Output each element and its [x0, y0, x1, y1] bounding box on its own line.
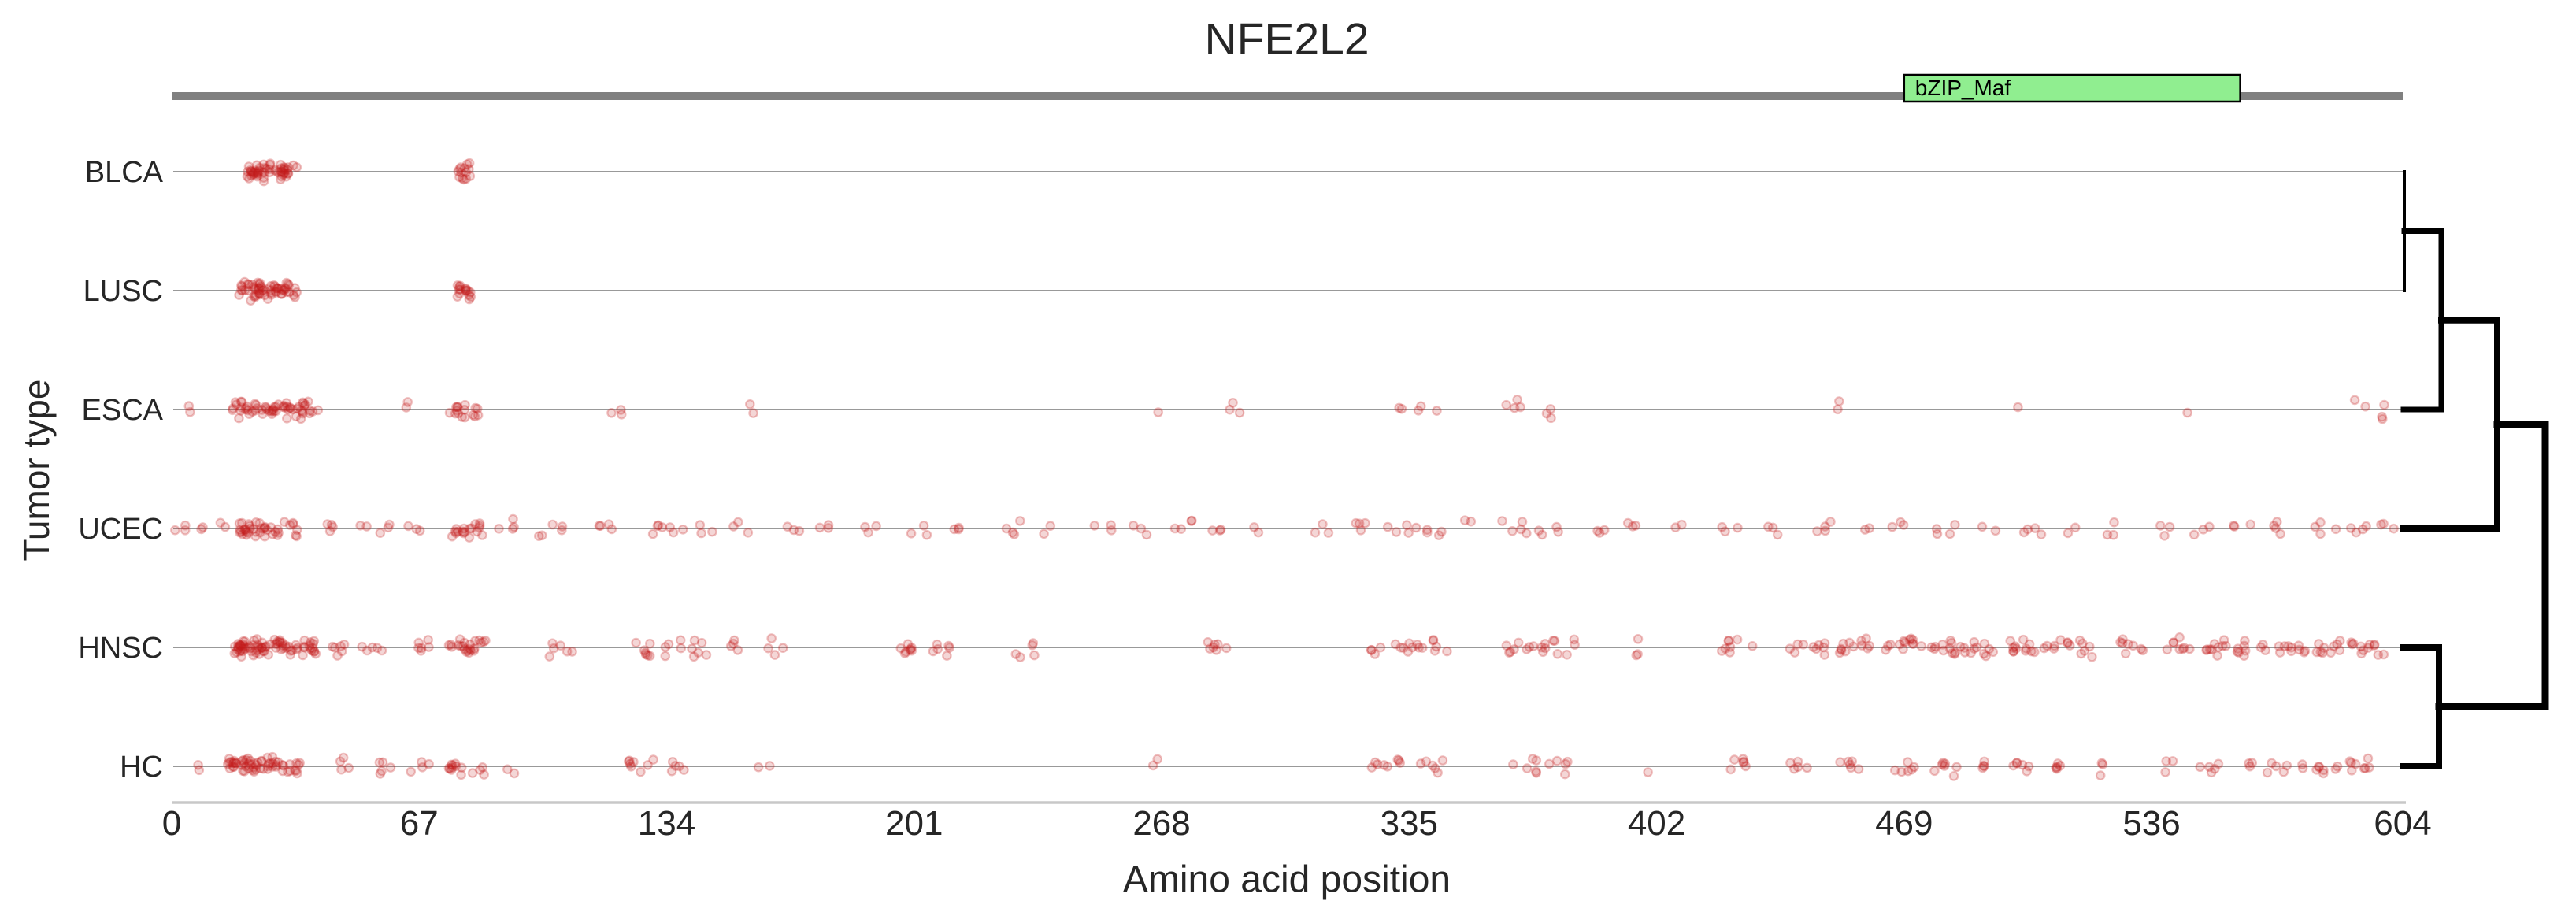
x-tick-604: 604 — [2374, 804, 2431, 843]
dendrogram — [2400, 170, 2549, 769]
row-label-UCEC: UCEC — [78, 513, 163, 546]
x-tick-0: 0 — [162, 804, 181, 843]
row-label-BLCA: BLCA — [85, 156, 164, 189]
row-label-LUSC: LUSC — [83, 275, 163, 308]
row-label-ESCA: ESCA — [82, 394, 164, 427]
x-tick-201: 201 — [885, 804, 943, 843]
domain-box — [1903, 73, 2241, 103]
plot-title: NFE2L2 — [1204, 14, 1370, 65]
row-label-HNSC: HNSC — [78, 632, 163, 665]
x-axis-title: Amino acid position — [1122, 858, 1451, 901]
y-axis-category-labels: BLCA LUSC ESCA UCEC HNSC HC — [78, 156, 163, 784]
x-axis: 0 67 134 201 268 335 402 469 536 604 — [162, 801, 2432, 843]
x-tick-536: 536 — [2122, 804, 2180, 843]
tumor-row-lines — [173, 171, 2404, 767]
x-tick-67: 67 — [400, 804, 439, 843]
x-tick-268: 268 — [1132, 804, 1190, 843]
row-label-HC: HC — [120, 751, 163, 784]
protein-backbone — [172, 92, 2403, 100]
x-tick-469: 469 — [1875, 804, 1933, 843]
x-tick-335: 335 — [1381, 804, 1438, 843]
domain-annotation: bZIP_Maf — [1903, 73, 2241, 103]
mutation-dots — [170, 158, 2399, 781]
domain-label: bZIP_Maf — [1915, 76, 2011, 100]
x-tick-134: 134 — [638, 804, 695, 843]
x-tick-402: 402 — [1628, 804, 1685, 843]
